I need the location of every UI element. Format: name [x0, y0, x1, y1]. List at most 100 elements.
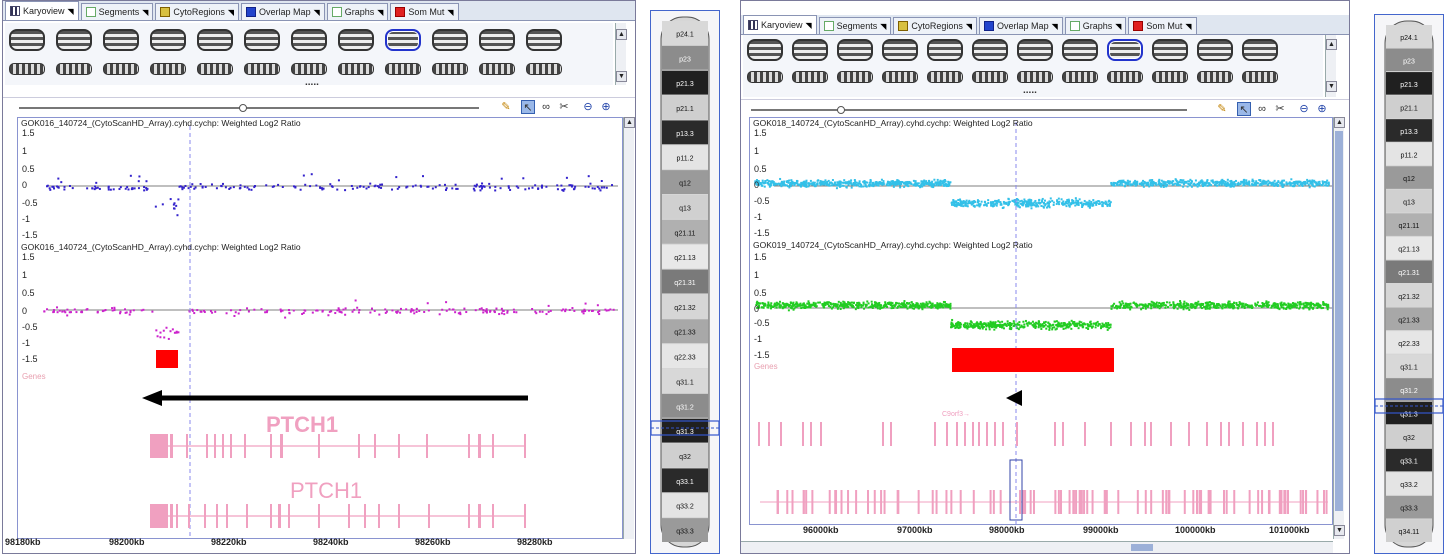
- tab-dropdown-icon[interactable]: ◥: [377, 7, 384, 17]
- tab-dropdown-icon[interactable]: ◥: [142, 7, 149, 17]
- chromosome-thumbnail[interactable]: [526, 29, 562, 51]
- tab-dropdown-icon[interactable]: ◥: [1115, 21, 1122, 31]
- chromosome-thumbnail[interactable]: [1197, 71, 1233, 83]
- select-pointer-icon[interactable]: ↖: [1237, 102, 1251, 116]
- chromosome-thumbnail[interactable]: [291, 63, 327, 75]
- chromosome-thumbnail[interactable]: [56, 29, 92, 51]
- chromosome-thumbnail[interactable]: [526, 63, 562, 75]
- scrollbar-thumb[interactable]: [1335, 131, 1343, 511]
- chromosome-thumbnail[interactable]: [1152, 39, 1188, 61]
- right-chromosome-ideogram[interactable]: p24.1 p23 p21.3 p21.1 p13.3 p11.2 q12 q13 q21.11…: [1374, 14, 1444, 554]
- chromosome-thumbnail-selected[interactable]: [385, 29, 421, 51]
- chromosome-thumbnail[interactable]: [291, 29, 327, 51]
- chromosome-thumbnail[interactable]: [338, 29, 374, 51]
- chromosome-thumbnail[interactable]: [56, 63, 92, 75]
- horizontal-scrollbar[interactable]: [741, 541, 1333, 553]
- tab-graphs[interactable]: Graphs ◥: [326, 3, 389, 20]
- chromosome-thumbnail[interactable]: [972, 71, 1008, 83]
- scroll-up-button[interactable]: ▲: [616, 29, 627, 40]
- highlight-icon[interactable]: ✎: [1217, 103, 1227, 115]
- chromosome-thumbnail[interactable]: [9, 63, 45, 75]
- tab-graphs[interactable]: Graphs ◥: [1064, 17, 1127, 34]
- tab-overlap-map[interactable]: Overlap Map ◥: [979, 17, 1063, 34]
- chromosome-thumbnail[interactable]: [244, 29, 280, 51]
- zoom-in-icon[interactable]: ⊕: [1317, 103, 1327, 115]
- chromosome-thumbnail[interactable]: [385, 63, 421, 75]
- tab-dropdown-icon[interactable]: ◥: [313, 7, 320, 17]
- chromosome-thumbnail[interactable]: [150, 63, 186, 75]
- tab-segments[interactable]: Segments ◥: [818, 17, 892, 34]
- chromosome-thumbnail[interactable]: [1242, 71, 1278, 83]
- chromosome-thumbnail[interactable]: [972, 39, 1008, 61]
- select-pointer-icon[interactable]: ↖: [521, 100, 535, 114]
- tab-dropdown-icon[interactable]: ◥: [805, 20, 812, 30]
- chromosome-thumbnail[interactable]: [479, 29, 515, 51]
- tab-dropdown-icon[interactable]: ◥: [227, 7, 235, 17]
- chromosome-thumbnail[interactable]: [479, 63, 515, 75]
- thumbnail-scrollbar[interactable]: ▲ ▼: [615, 23, 627, 85]
- binoculars-icon[interactable]: ∞: [542, 101, 550, 113]
- scroll-down-button[interactable]: ▼: [1326, 81, 1337, 92]
- tab-som-mut[interactable]: Som Mut ◥: [390, 3, 459, 20]
- tab-dropdown-icon[interactable]: ◥: [67, 6, 74, 16]
- chromosome-thumbnail[interactable]: [103, 63, 139, 75]
- left-chromosome-ideogram[interactable]: p24.1 p23 p21.3 p21.1 p13.3 p11.2 q12 q13 q21.11…: [650, 10, 720, 554]
- chromosome-thumbnail[interactable]: [792, 39, 828, 61]
- chromosome-thumbnail[interactable]: [882, 71, 918, 83]
- horizontal-scrollbar-thumb[interactable]: [1131, 544, 1153, 551]
- chromosome-thumbnail[interactable]: [1197, 39, 1233, 61]
- scroll-up-button[interactable]: ▲: [1326, 39, 1337, 50]
- chromosome-thumbnail[interactable]: [197, 29, 233, 51]
- tab-overlap-map[interactable]: Overlap Map ◥: [241, 3, 325, 20]
- chromosome-thumbnail[interactable]: [1062, 39, 1098, 61]
- zoom-out-icon[interactable]: ⊖: [1299, 103, 1309, 115]
- left-track-scrollbar[interactable]: ▲: [623, 117, 635, 539]
- tab-dropdown-icon[interactable]: ◥: [447, 7, 454, 17]
- chromosome-thumbnail[interactable]: [1017, 71, 1053, 83]
- scroll-down-button[interactable]: ▼: [1334, 525, 1345, 536]
- chromosome-thumbnail[interactable]: [837, 71, 873, 83]
- zoom-slider-knob[interactable]: [837, 106, 845, 114]
- tab-som-mut[interactable]: Som Mut ◥: [1128, 17, 1197, 34]
- scroll-down-button[interactable]: ▼: [616, 71, 627, 82]
- chromosome-thumbnail[interactable]: [927, 71, 963, 83]
- highlight-icon[interactable]: ✎: [501, 101, 511, 113]
- chromosome-thumbnail[interactable]: [927, 39, 963, 61]
- chromosome-thumbnail[interactable]: [1242, 39, 1278, 61]
- chromosome-thumbnail[interactable]: [103, 29, 139, 51]
- tab-dropdown-icon[interactable]: ◥: [1051, 21, 1058, 31]
- tab-segments[interactable]: Segments ◥: [80, 3, 154, 20]
- chromosome-thumbnail[interactable]: [837, 39, 873, 61]
- thumbnail-pager-dots[interactable]: .....: [1023, 85, 1037, 96]
- tab-karyoview[interactable]: Karyoview ◥: [743, 15, 817, 34]
- right-track-scrollbar[interactable]: ▲ ▼: [1333, 117, 1345, 539]
- chromosome-thumbnail[interactable]: [9, 29, 45, 51]
- chromosome-thumbnail[interactable]: [338, 63, 374, 75]
- scroll-up-button[interactable]: ▲: [1334, 117, 1345, 128]
- binoculars-icon[interactable]: ∞: [1258, 103, 1266, 115]
- tab-karyoview[interactable]: Karyoview ◥: [5, 1, 79, 20]
- tab-dropdown-icon[interactable]: ◥: [965, 21, 973, 31]
- chromosome-thumbnail[interactable]: [1062, 71, 1098, 83]
- scroll-up-button[interactable]: ▲: [624, 117, 635, 128]
- chromosome-thumbnail[interactable]: [432, 63, 468, 75]
- scissors-icon[interactable]: ✂: [1275, 103, 1285, 115]
- scissors-icon[interactable]: ✂: [559, 101, 569, 113]
- tab-cytoregions[interactable]: CytoRegions ◥: [893, 17, 978, 34]
- tab-dropdown-icon[interactable]: ◥: [1185, 21, 1192, 31]
- chromosome-thumbnail[interactable]: [792, 71, 828, 83]
- tab-dropdown-icon[interactable]: ◥: [880, 21, 887, 31]
- chromosome-thumbnail[interactable]: [1017, 39, 1053, 61]
- chromosome-thumbnail[interactable]: [1107, 71, 1143, 83]
- zoom-slider-knob[interactable]: [239, 104, 247, 112]
- thumbnail-scrollbar[interactable]: ▲ ▼: [1325, 35, 1337, 97]
- chromosome-thumbnail[interactable]: [747, 71, 783, 83]
- chromosome-thumbnail[interactable]: [1152, 71, 1188, 83]
- chromosome-thumbnail-selected[interactable]: [1107, 39, 1143, 61]
- chromosome-thumbnail[interactable]: [150, 29, 186, 51]
- zoom-out-icon[interactable]: ⊖: [583, 101, 593, 113]
- chromosome-thumbnail[interactable]: [882, 39, 918, 61]
- thumbnail-pager-dots[interactable]: .....: [305, 77, 319, 88]
- tab-cytoregions[interactable]: CytoRegions ◥: [155, 3, 240, 20]
- chromosome-thumbnail[interactable]: [432, 29, 468, 51]
